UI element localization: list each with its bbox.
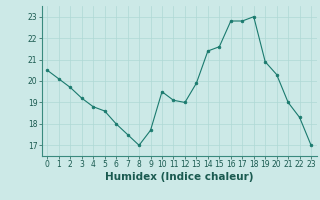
X-axis label: Humidex (Indice chaleur): Humidex (Indice chaleur) — [105, 172, 253, 182]
